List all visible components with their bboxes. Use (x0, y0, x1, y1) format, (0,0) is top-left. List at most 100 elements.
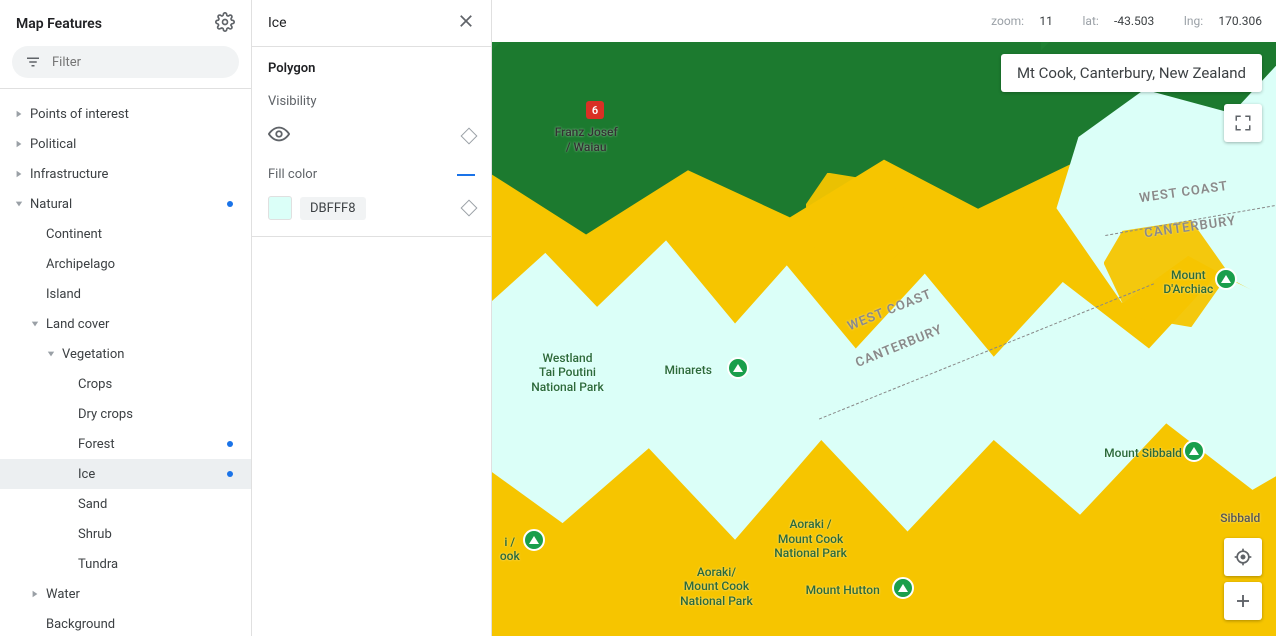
visibility-label: Visibility (268, 94, 317, 109)
map-canvas[interactable]: 6 Franz Josef / Waiau Westland Tai Pouti… (492, 42, 1276, 636)
tree-item-infrastructure[interactable]: Infrastructure (0, 159, 251, 189)
place-label-franz: Franz Josef / Waiau (555, 125, 618, 154)
close-button[interactable] (457, 12, 475, 34)
tree-spacer (30, 259, 40, 269)
sidebar-header: Map Features (0, 0, 251, 46)
place-label-cook-peak: i / ook (500, 535, 520, 564)
tree-item-continent[interactable]: Continent (0, 219, 251, 249)
tree-item-label: Forest (78, 437, 227, 452)
tree-spacer (62, 499, 72, 509)
color-swatch[interactable] (268, 196, 292, 220)
tree-item-sand[interactable]: Sand (0, 489, 251, 519)
place-label-aoraki-1: Aoraki / Mount Cook National Park (774, 517, 847, 560)
detail-panel: Ice Polygon Visibility Fill color DBFFF8 (252, 0, 492, 636)
tree-item-label: Shrub (78, 527, 233, 542)
visibility-control (252, 117, 491, 159)
tree-item-label: Points of interest (30, 107, 233, 122)
inherit-indicator[interactable] (461, 128, 478, 145)
tree-item-label: Natural (30, 197, 227, 212)
place-label-sibbald: Sibbald (1220, 511, 1260, 525)
sidebar: Map Features Points of interest Political… (0, 0, 252, 636)
plus-icon (1234, 592, 1252, 610)
road-shield: 6 (586, 101, 604, 119)
fill-row: DBFFF8 (268, 196, 366, 220)
poi-marker[interactable] (1215, 268, 1237, 290)
tree-item-archipelago[interactable]: Archipelago (0, 249, 251, 279)
tree-spacer (30, 619, 40, 629)
tree-item-label: Dry crops (78, 407, 233, 422)
poi-marker[interactable] (523, 529, 545, 551)
place-label-minarets: Minarets (664, 363, 711, 377)
map-area: zoom: 11 lat: -43.503 lng: 170.306 6 Fra… (492, 0, 1276, 636)
filter-container (0, 46, 251, 86)
tree-item-natural[interactable]: Natural (0, 189, 251, 219)
modified-dot (227, 201, 233, 207)
tree-item-political[interactable]: Political (0, 129, 251, 159)
tree-item-dry-crops[interactable]: Dry crops (0, 399, 251, 429)
tree-item-water[interactable]: Water (0, 579, 251, 609)
chevron-right-icon (30, 589, 40, 599)
tree-item-label: Archipelago (46, 257, 233, 272)
tree-item-label: Land cover (46, 317, 233, 332)
lng-value: 170.306 (1218, 14, 1262, 28)
tree-item-label: Sand (78, 497, 233, 512)
fillcolor-label: Fill color (268, 167, 317, 182)
zoom-value: 11 (1039, 14, 1053, 28)
tree-item-forest[interactable]: Forest (0, 429, 251, 459)
tree-spacer (30, 289, 40, 299)
tree-item-label: Island (46, 287, 233, 302)
detail-header: Ice (252, 0, 491, 44)
tree-item-land-cover[interactable]: Land cover (0, 309, 251, 339)
tree-item-vegetation[interactable]: Vegetation (0, 339, 251, 369)
tree-item-island[interactable]: Island (0, 279, 251, 309)
tree-item-label: Water (46, 587, 233, 602)
crosshair-icon (1233, 547, 1253, 567)
detail-title: Ice (268, 15, 287, 31)
tree-spacer (62, 559, 72, 569)
sidebar-title: Map Features (16, 16, 102, 32)
visibility-row: Visibility (252, 86, 491, 117)
tree-item-ice[interactable]: Ice (0, 459, 251, 489)
color-hex[interactable]: DBFFF8 (300, 197, 366, 220)
tree-item-tundra[interactable]: Tundra (0, 549, 251, 579)
tree-item-label: Background (46, 617, 233, 632)
tree-item-label: Tundra (78, 557, 233, 572)
eye-icon (268, 123, 290, 145)
filter-input[interactable] (52, 55, 227, 70)
tree-spacer (62, 379, 72, 389)
chevron-right-icon (14, 109, 24, 119)
land-patch (806, 173, 916, 280)
fullscreen-icon (1234, 114, 1252, 132)
visibility-toggle[interactable] (268, 123, 290, 149)
poi-marker[interactable] (727, 357, 749, 379)
coords-bar: zoom: 11 lat: -43.503 lng: 170.306 (492, 0, 1276, 42)
poi-marker[interactable] (1183, 440, 1205, 462)
tree-item-shrub[interactable]: Shrub (0, 519, 251, 549)
place-label-aoraki-2: Aoraki/ Mount Cook National Park (680, 565, 753, 608)
fullscreen-button[interactable] (1224, 104, 1262, 142)
locate-button[interactable] (1224, 538, 1262, 576)
chevron-right-icon (14, 139, 24, 149)
feature-tree: Points of interest PoliticalInfrastructur… (0, 89, 251, 636)
tree-spacer (62, 439, 72, 449)
tree-spacer (62, 469, 72, 479)
tree-item-background[interactable]: Background (0, 609, 251, 636)
poi-marker[interactable] (892, 577, 914, 599)
tree-item-points-of-interest[interactable]: Points of interest (0, 99, 251, 129)
place-label-darchiac: Mount D'Archiac (1163, 268, 1213, 297)
search-box[interactable]: Mt Cook, Canterbury, New Zealand (1001, 54, 1262, 92)
place-label-westland: Westland Tai Poutini National Park (531, 351, 604, 394)
tree-item-crops[interactable]: Crops (0, 369, 251, 399)
chevron-down-icon (30, 319, 40, 329)
chevron-down-icon (46, 349, 56, 359)
override-indicator (457, 174, 475, 176)
place-label-hutton: Mount Hutton (806, 583, 880, 597)
filter-icon (24, 53, 42, 71)
filter-box[interactable] (12, 46, 239, 78)
modified-dot (227, 471, 233, 477)
lat-value: -43.503 (1114, 14, 1154, 28)
zoom-in-button[interactable] (1224, 582, 1262, 620)
modified-dot (227, 441, 233, 447)
inherit-indicator-fill[interactable] (461, 200, 478, 217)
settings-button[interactable] (215, 12, 235, 36)
